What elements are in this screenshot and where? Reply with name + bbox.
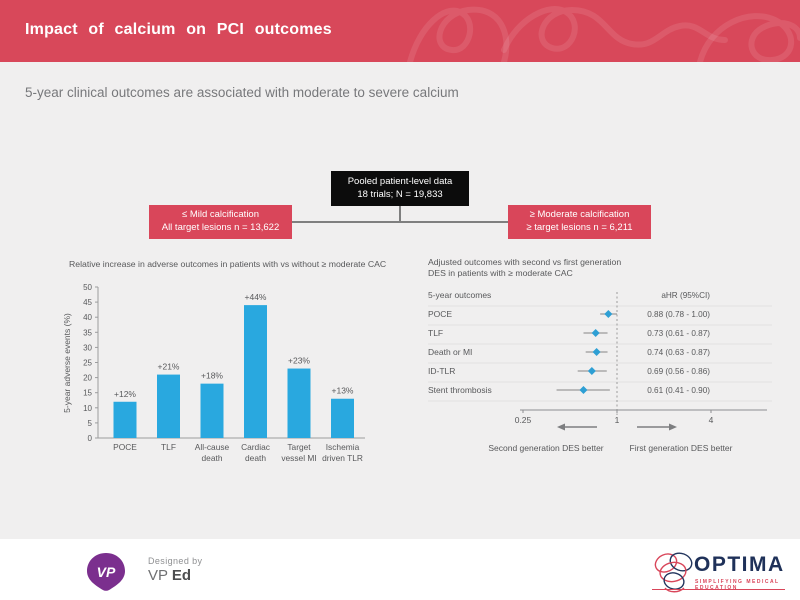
forest-title-line1: Adjusted outcomes with second vs first g… [428, 257, 621, 267]
flowchart-mild-line1: ≤ Mild calcification [181, 209, 260, 221]
bar-Target [287, 368, 311, 438]
flowchart-horizontal-connector [292, 221, 508, 223]
vped-wordmark: VP Ed [148, 567, 191, 584]
forest-title-line2: DES in patients with ≥ moderate CAC [428, 268, 573, 278]
y-tick-label: 30 [83, 343, 92, 352]
right-arrow-label: First generation DES better [630, 443, 733, 453]
y-tick-label: 20 [83, 374, 92, 383]
y-tick-label: 50 [83, 283, 92, 292]
optima-wordmark: OPTIMA [694, 553, 785, 576]
forest-right-header: aHR (95%CI) [661, 291, 710, 300]
x-category-label: death [245, 453, 266, 463]
bar-All-cause [200, 383, 224, 438]
flowchart-root-box: Pooled patient-level data 18 trials; N =… [331, 171, 469, 206]
vped-logo-icon: VP [87, 553, 125, 591]
forest-row-value: 0.88 (0.78 - 1.00) [647, 310, 710, 319]
forest-x-tick-label: 1 [615, 415, 620, 425]
hr-marker [604, 310, 613, 318]
optima-underline [652, 589, 785, 590]
bar-chart-title: Relative increase in adverse outcomes in… [69, 259, 386, 269]
designed-by-label: Designed by [148, 556, 203, 566]
header-squiggle-decoration [407, 6, 800, 62]
x-category-label: death [202, 453, 223, 463]
flowchart-mild-box: ≤ Mild calcification All target lesions … [149, 205, 292, 239]
y-tick-label: 0 [88, 434, 93, 443]
left-arrow-label: Second generation DES better [488, 443, 603, 453]
forest-row-label: Death or MI [428, 347, 472, 357]
forest-x-tick-label: 0.25 [515, 415, 532, 425]
x-category-label: POCE [113, 442, 137, 452]
x-category-label: All-cause [195, 442, 230, 452]
forest-row-label: POCE [428, 309, 452, 319]
y-tick-label: 5 [88, 419, 93, 428]
x-category-label: TLF [161, 442, 176, 452]
bar-value-label: +18% [201, 371, 223, 381]
y-axis-label: 5-year adverse events (%) [62, 313, 72, 413]
flowchart-root-line2: 18 trials; N = 19,833 [357, 188, 443, 200]
bar-POCE [113, 401, 137, 438]
header-banner: Impact of calcium on PCI outcomes [0, 0, 800, 62]
page-title: Impact of calcium on PCI outcomes [25, 21, 332, 38]
forest-row-value: 0.73 (0.61 - 0.87) [647, 329, 710, 338]
bar-value-label: +13% [332, 386, 354, 396]
slide-subtitle: 5-year clinical outcomes are associated … [25, 85, 459, 100]
x-category-label: Cardiac [241, 442, 270, 452]
hr-marker [592, 348, 601, 356]
forest-row-value: 0.69 (0.56 - 0.86) [647, 367, 710, 376]
hr-marker [579, 386, 588, 394]
vped-monogram: VP [97, 564, 116, 580]
left-arrow-head [557, 423, 565, 431]
flowchart-moderate-line2: ≥ target lesions n = 6,211 [526, 222, 633, 233]
bar-value-label: +21% [158, 362, 180, 372]
y-tick-label: 35 [83, 328, 92, 337]
bar-value-label: +44% [245, 292, 267, 302]
x-category-label: Ischemia [326, 442, 360, 452]
vped-ed: Ed [171, 567, 192, 584]
bar-value-label: +12% [114, 389, 136, 399]
right-arrow-head [669, 423, 677, 431]
x-category-label: Target [287, 442, 311, 452]
bar-TLF [157, 374, 180, 438]
flowchart-mild-line2: All target lesions n = 13,622 [161, 222, 280, 233]
x-category-label: driven TLR [322, 453, 363, 463]
optima-tagline: SIMPLIFYING MEDICAL EDUCATION [695, 579, 780, 591]
bar-value-label: +23% [288, 356, 310, 366]
y-tick-label: 40 [83, 313, 92, 322]
flowchart-moderate-box: ≥ Moderate calcification ≥ target lesion… [508, 205, 651, 239]
forest-row-value: 0.61 (0.41 - 0.90) [647, 386, 710, 395]
flowchart-moderate-line1: ≥ Moderate calcification [529, 209, 630, 221]
y-tick-label: 15 [83, 389, 92, 398]
y-tick-label: 45 [83, 298, 92, 307]
x-category-label: vessel MI [281, 453, 316, 463]
y-tick-label: 25 [83, 359, 92, 368]
forest-x-tick-label: 4 [709, 415, 714, 425]
vped-vp: VP [148, 567, 168, 584]
forest-plot: Adjusted outcomes with second vs first g… [428, 257, 772, 453]
bar-Ischemia [331, 398, 354, 438]
bar-chart: Relative increase in adverse outcomes in… [62, 259, 386, 463]
flowchart-root-line1: Pooled patient-level data [347, 175, 453, 187]
forest-row-label: TLF [428, 328, 443, 338]
forest-row-label: Stent thrombosis [428, 385, 492, 395]
flowchart-vertical-connector [399, 206, 401, 222]
hr-marker [587, 367, 596, 375]
bar-Cardiac [244, 305, 267, 438]
forest-left-header: 5-year outcomes [428, 290, 491, 300]
forest-row-value: 0.74 (0.63 - 0.87) [647, 348, 710, 357]
y-tick-label: 10 [83, 404, 92, 413]
hr-marker [591, 329, 600, 337]
forest-row-label: ID-TLR [428, 366, 455, 376]
